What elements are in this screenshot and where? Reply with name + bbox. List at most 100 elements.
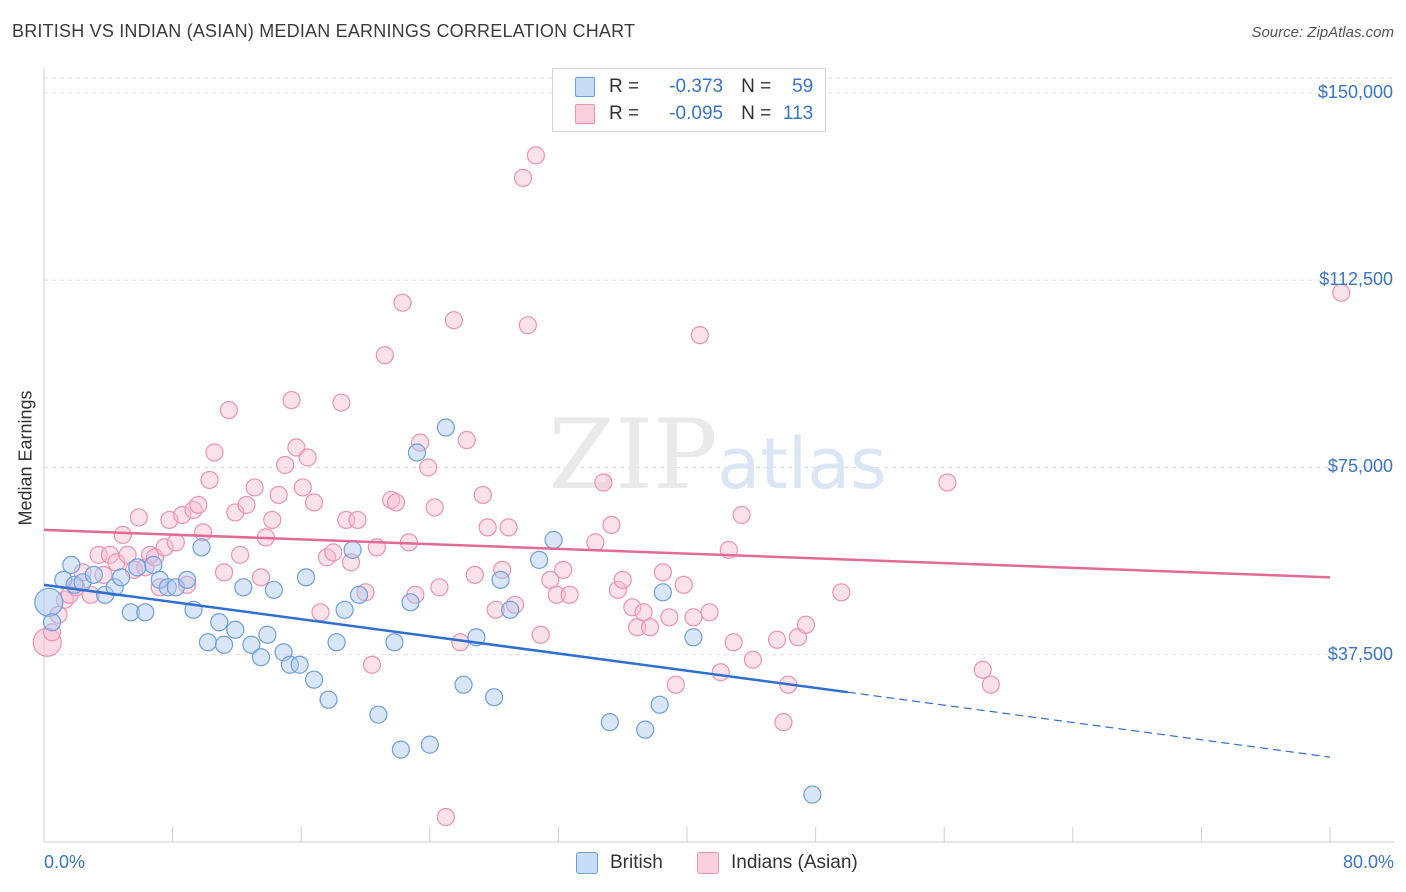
legend-item-british[interactable]: British <box>576 852 663 874</box>
correlation-legend: R = -0.373 N = 59 R = -0.095 N = 113 <box>552 68 826 132</box>
indian-point <box>348 510 367 530</box>
british-point <box>420 735 439 754</box>
british-point <box>128 558 147 577</box>
indian-point <box>1332 283 1351 302</box>
indian-point <box>743 650 763 669</box>
indian-point <box>981 675 1000 694</box>
indian-point <box>282 390 301 410</box>
indian-point <box>425 498 444 517</box>
indian-point <box>94 565 113 584</box>
legend-row-british: R = -0.373 N = 59 <box>575 75 813 99</box>
british-r-value: -0.373 <box>669 76 724 97</box>
chart-title: BRITISH VS INDIAN (ASIAN) MEDIAN EARNING… <box>12 21 636 41</box>
legend-r-label: R = <box>609 103 640 124</box>
indian-point <box>419 458 438 477</box>
indian-point <box>237 495 256 515</box>
indian-point <box>531 625 550 644</box>
british-point <box>684 628 703 647</box>
indian-point <box>118 545 137 564</box>
indian-point <box>311 603 330 622</box>
watermark-zip: ZIP <box>548 399 717 511</box>
indian-point <box>382 490 401 510</box>
indian-point <box>444 311 464 330</box>
legend-r-label: R = <box>609 76 640 97</box>
british-point <box>485 688 504 707</box>
indian-point <box>518 316 537 335</box>
indian-point <box>276 455 295 475</box>
british-point <box>544 530 563 549</box>
indian-point <box>608 580 627 599</box>
source-label: Source: ZipAtlas.com <box>1251 24 1394 41</box>
british-point <box>653 583 672 602</box>
indian-point <box>505 595 525 614</box>
indian-point <box>145 548 165 567</box>
indian-point <box>547 585 566 604</box>
indian-point <box>42 623 62 642</box>
indian-point <box>173 505 192 525</box>
british-point <box>251 648 271 667</box>
y-tick-label-1: $75,000 <box>1327 456 1393 477</box>
indian-point <box>129 508 148 527</box>
indian-point <box>526 146 545 165</box>
british-point <box>62 555 81 574</box>
y-tick-label-2: $112,500 <box>1319 269 1393 290</box>
british-point <box>280 655 300 674</box>
indian-point <box>732 505 751 525</box>
indian-point <box>634 603 653 622</box>
indian-point <box>700 603 719 622</box>
british-point <box>491 570 510 589</box>
indian-point <box>554 560 573 579</box>
indian-point <box>263 510 282 530</box>
indian-point <box>32 627 62 657</box>
indian-point <box>560 585 579 604</box>
british-point <box>304 670 324 689</box>
indian-point <box>113 525 132 544</box>
indian-point <box>166 533 185 552</box>
indian-point <box>473 485 492 505</box>
legend-item-indians[interactable]: Indians (Asian) <box>697 852 858 874</box>
british-trend-line <box>43 583 848 694</box>
british-point <box>454 675 473 694</box>
british-point <box>210 613 229 632</box>
indian-point <box>293 478 312 497</box>
british-point <box>112 568 131 587</box>
british-point <box>407 443 427 462</box>
british-point <box>327 633 346 652</box>
indian-point <box>298 448 317 467</box>
indian-point <box>653 563 672 582</box>
y-axis-title: Median Earnings <box>15 390 36 526</box>
indian-point <box>205 443 224 462</box>
indian-point <box>332 393 351 412</box>
british-point <box>319 690 338 709</box>
indian-r-value: -0.095 <box>669 103 724 124</box>
british-point <box>214 635 234 654</box>
indian-point <box>200 470 219 490</box>
british-point <box>136 603 155 622</box>
indian-point <box>541 570 560 589</box>
indian-point <box>304 493 324 512</box>
british-point <box>34 587 64 617</box>
indian-point <box>251 568 271 587</box>
indian-legend-swatch <box>697 852 719 874</box>
indian-point <box>231 545 250 564</box>
british-point <box>636 720 655 739</box>
indian-points <box>32 146 1351 827</box>
indian-n-value: 113 <box>782 103 814 124</box>
indian-point <box>724 633 743 652</box>
indian-trend-line <box>43 528 1331 579</box>
axes <box>43 68 1394 843</box>
indian-point <box>499 518 518 537</box>
british-point <box>290 655 309 674</box>
indian-point <box>586 533 605 552</box>
indian-point <box>628 618 647 637</box>
watermark-atlas: atlas <box>717 423 886 505</box>
indian-point <box>594 473 613 492</box>
british-points <box>34 418 822 804</box>
indian-point <box>486 600 505 619</box>
indian-point <box>796 615 816 634</box>
british-legend-label: British <box>610 852 663 873</box>
indian-point <box>457 430 476 450</box>
legend-n-label: N = <box>741 103 772 124</box>
y-tick-label-0: $37,500 <box>1327 643 1393 664</box>
